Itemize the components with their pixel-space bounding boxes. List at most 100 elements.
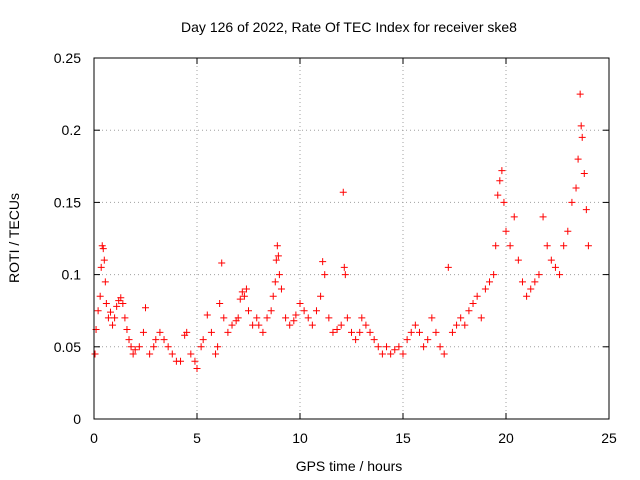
data-point [576, 90, 584, 98]
data-point [577, 122, 585, 130]
data-point [362, 321, 370, 329]
data-point [286, 321, 294, 329]
data-point [461, 321, 469, 329]
data-point [539, 213, 547, 221]
data-point [387, 350, 395, 358]
data-point [216, 299, 224, 307]
data-point [197, 343, 205, 351]
data-point [207, 328, 215, 336]
data-point [160, 336, 168, 344]
data-point [164, 343, 172, 351]
data-point [496, 177, 504, 185]
y-tick-label: 0.15 [54, 194, 81, 210]
y-tick-label: 0 [73, 411, 81, 427]
data-point [191, 357, 199, 365]
data-point [277, 285, 285, 293]
data-point [370, 336, 378, 344]
data-point [333, 325, 341, 333]
data-point [352, 336, 360, 344]
data-point [514, 256, 522, 264]
data-point [428, 314, 436, 322]
data-point [518, 278, 526, 286]
data-point [547, 256, 555, 264]
data-point [329, 328, 337, 336]
data-point [317, 292, 325, 300]
data-point [245, 307, 252, 315]
data-points [91, 90, 592, 372]
data-point [378, 350, 386, 358]
data-point [432, 328, 440, 336]
data-point [111, 314, 119, 322]
data-point [506, 242, 514, 250]
data-point [104, 314, 112, 322]
data-point [267, 307, 275, 315]
data-point [271, 278, 279, 286]
data-point [168, 350, 176, 358]
data-point [457, 314, 465, 322]
data-point [240, 292, 248, 300]
data-point [113, 302, 121, 310]
data-point [199, 336, 207, 344]
data-point [319, 258, 327, 266]
data-point [101, 278, 109, 286]
data-point [129, 350, 137, 358]
data-point [391, 346, 399, 354]
data-point [383, 343, 391, 351]
data-point [282, 314, 290, 322]
data-point [238, 288, 246, 296]
data-point [177, 357, 185, 365]
data-point [125, 336, 133, 344]
data-point [255, 321, 263, 329]
plot-frame [93, 57, 610, 420]
data-point [564, 227, 572, 235]
data-point [308, 321, 316, 329]
data-point [448, 328, 456, 336]
data-point [492, 242, 500, 250]
data-point [477, 314, 485, 322]
data-point [356, 328, 364, 336]
data-point [152, 336, 160, 344]
x-tick-label: 20 [498, 430, 514, 446]
data-point [220, 314, 228, 322]
data-point [121, 314, 129, 322]
data-point [183, 328, 191, 336]
data-point [187, 350, 195, 358]
data-point [109, 321, 117, 329]
data-point [123, 325, 131, 333]
chart-title: Day 126 of 2022, Rate Of TEC Index for r… [181, 19, 517, 35]
data-point [395, 343, 403, 351]
data-point [259, 328, 267, 336]
data-point [366, 328, 374, 336]
data-point [551, 263, 559, 271]
data-point [100, 256, 108, 264]
data-point [236, 295, 244, 303]
data-point [411, 321, 419, 329]
data-point [156, 328, 164, 336]
data-point [560, 242, 568, 250]
data-point [340, 263, 348, 271]
grid-lines [94, 58, 609, 419]
data-point [399, 350, 407, 358]
y-tick-label: 0.25 [54, 50, 81, 66]
data-point [527, 285, 535, 293]
y-tick-label: 0.2 [62, 122, 82, 138]
data-point [453, 321, 461, 329]
y-tick-label: 0.1 [62, 267, 82, 283]
data-point [135, 343, 143, 351]
data-point [582, 206, 590, 214]
data-point [242, 285, 250, 293]
data-point [502, 227, 510, 235]
data-point [420, 343, 428, 351]
data-point [106, 308, 114, 316]
data-point [228, 321, 236, 329]
x-axis-label: GPS time / hours [296, 458, 403, 474]
data-point [337, 321, 345, 329]
data-point [321, 271, 329, 279]
data-point [556, 271, 564, 279]
data-point [131, 346, 139, 354]
data-point [440, 350, 448, 358]
data-point [444, 263, 452, 271]
data-point [465, 307, 473, 315]
data-point [341, 271, 349, 279]
